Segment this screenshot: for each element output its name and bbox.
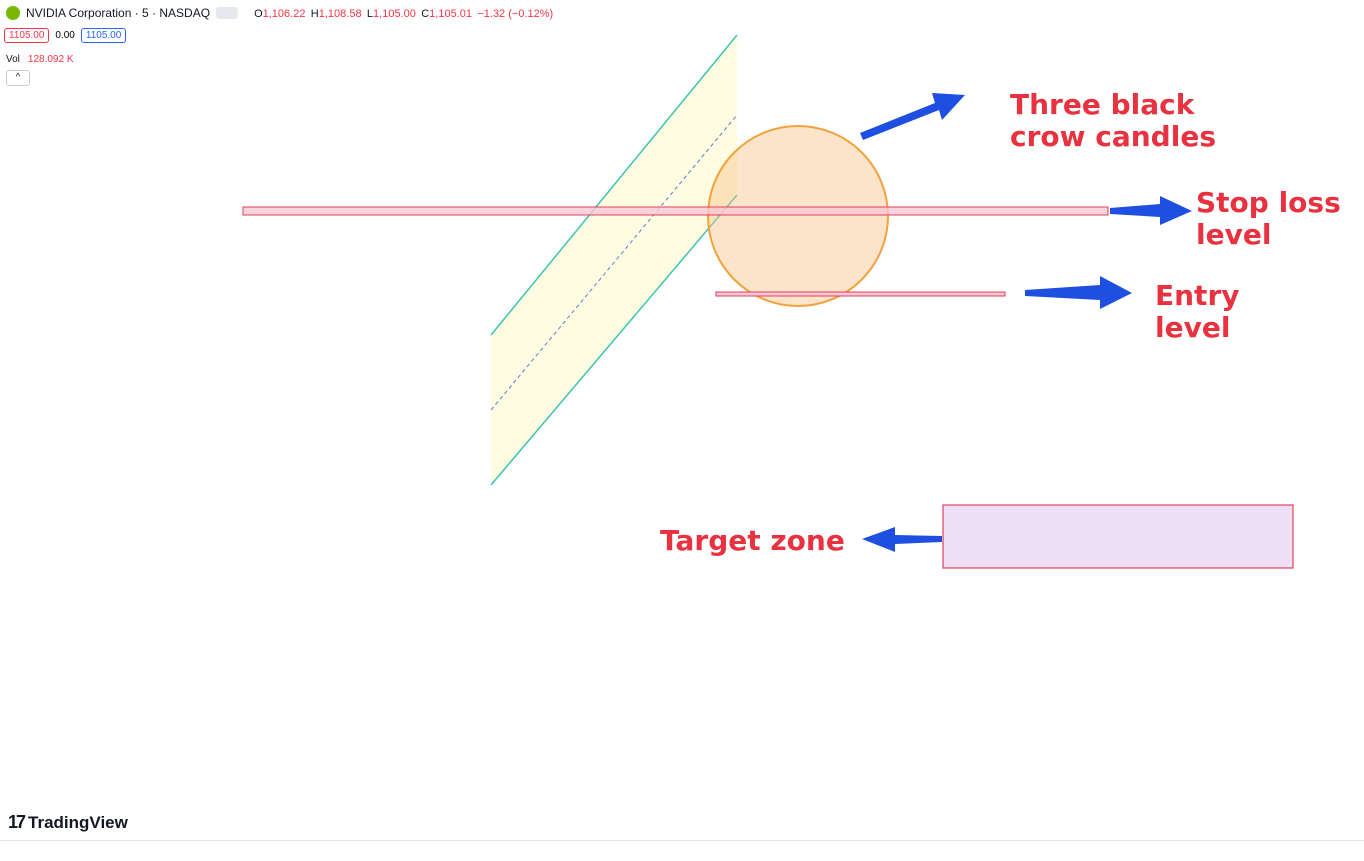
annotation: Target zone xyxy=(660,524,845,557)
channel-upper xyxy=(490,34,738,336)
highlight-circle xyxy=(707,125,889,307)
arrow xyxy=(862,527,942,552)
quote-row: 1105.00 0.00 1105.00 xyxy=(4,28,127,43)
symbol-icon xyxy=(6,6,20,20)
change: −1.32 (−0.12%) xyxy=(477,8,554,20)
entry-line xyxy=(715,291,1006,297)
stop-loss-line xyxy=(242,206,1109,216)
volume-label: Vol xyxy=(6,54,20,65)
collapse-button[interactable]: ^ xyxy=(6,70,30,86)
ohlc-value: 1,108.58 xyxy=(318,8,362,20)
annotation: level xyxy=(1155,311,1230,344)
arrow xyxy=(1110,196,1192,225)
ohlc-key: H xyxy=(310,8,319,20)
arrows xyxy=(860,93,1192,552)
target-zone xyxy=(942,504,1294,569)
annotation: crow candles xyxy=(1010,120,1216,153)
channel-lower xyxy=(490,194,738,486)
annotation: level xyxy=(1196,218,1271,251)
bid[interactable]: 1105.00 xyxy=(4,28,50,43)
symbol-name: NVIDIA Corporation · 5 · NASDAQ xyxy=(26,6,211,20)
annotation: Entry xyxy=(1155,279,1240,312)
ohlc-value: 1,106.22 xyxy=(262,8,306,20)
logo: 17 TradingView xyxy=(8,812,128,833)
logo-text: TradingView xyxy=(28,812,128,832)
volume-value: 128.092 K xyxy=(27,54,74,65)
ohlc-value: 1,105.00 xyxy=(373,8,416,20)
ohlc-key: L xyxy=(366,8,374,20)
ask[interactable]: 1105.00 xyxy=(80,28,127,43)
logo-mark: 17 xyxy=(8,812,26,832)
ohlc-key: O xyxy=(254,8,263,20)
channel-mid xyxy=(490,114,738,411)
spread: 0.00 xyxy=(55,30,75,41)
arrow xyxy=(860,93,965,140)
toggle[interactable] xyxy=(216,7,239,19)
ohlc: O1,106.22 H1,108.58 L1,105.00 C1,105.01 … xyxy=(254,6,555,20)
ohlc-key: C xyxy=(421,8,430,20)
annotation: Three black xyxy=(1010,88,1196,121)
channel-fill xyxy=(491,35,737,485)
annotation: Stop loss xyxy=(1196,186,1341,219)
arrow xyxy=(1025,276,1132,309)
symbol-header: NVIDIA Corporation · 5 · NASDAQ O1,106.2… xyxy=(6,6,555,20)
volume-legend: Vol 128.092 K xyxy=(6,54,74,65)
ohlc-value: 1,105.01 xyxy=(429,8,472,20)
